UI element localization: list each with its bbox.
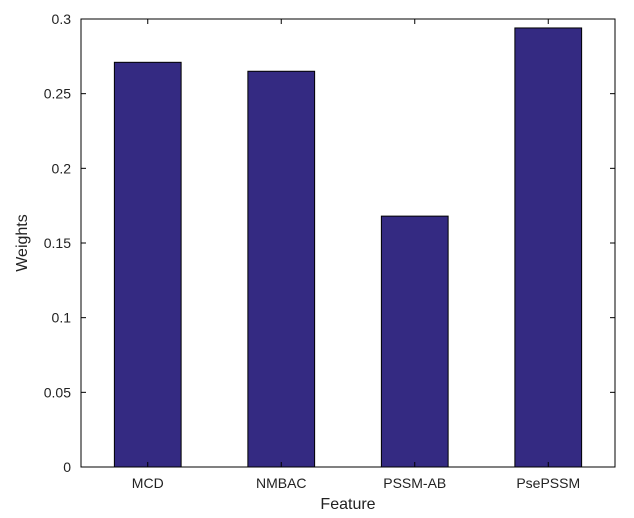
bar-psepssm	[514, 27, 583, 468]
y-tick-label: 0.05	[44, 384, 71, 400]
x-tick-label: MCD	[132, 475, 164, 491]
y-tick-label: 0.2	[52, 160, 72, 176]
x-tick-label: PSSM-AB	[383, 475, 446, 491]
bar-mcd	[113, 61, 182, 468]
bars-group	[113, 27, 583, 468]
x-axis-title: Feature	[320, 496, 375, 513]
y-tick-label: 0	[63, 459, 71, 475]
x-tick-label: NMBAC	[256, 475, 307, 491]
y-axis-title: Weights	[14, 214, 31, 272]
y-axis-ticks: 0 0.05 0.1 0.15 0.2 0.25 0.3	[44, 11, 615, 475]
x-axis-ticks: MCD NMBAC PSSM-AB PsePSSM	[132, 19, 580, 491]
y-tick-label: 0.25	[44, 86, 71, 102]
bar-pssm-ab	[380, 215, 449, 468]
bar-nmbac	[247, 70, 316, 468]
y-tick-label: 0.1	[52, 310, 72, 326]
y-tick-label: 0.3	[52, 11, 72, 27]
x-tick-label: PsePSSM	[516, 475, 580, 491]
y-tick-label: 0.15	[44, 235, 71, 251]
plot-frame	[80, 18, 616, 468]
